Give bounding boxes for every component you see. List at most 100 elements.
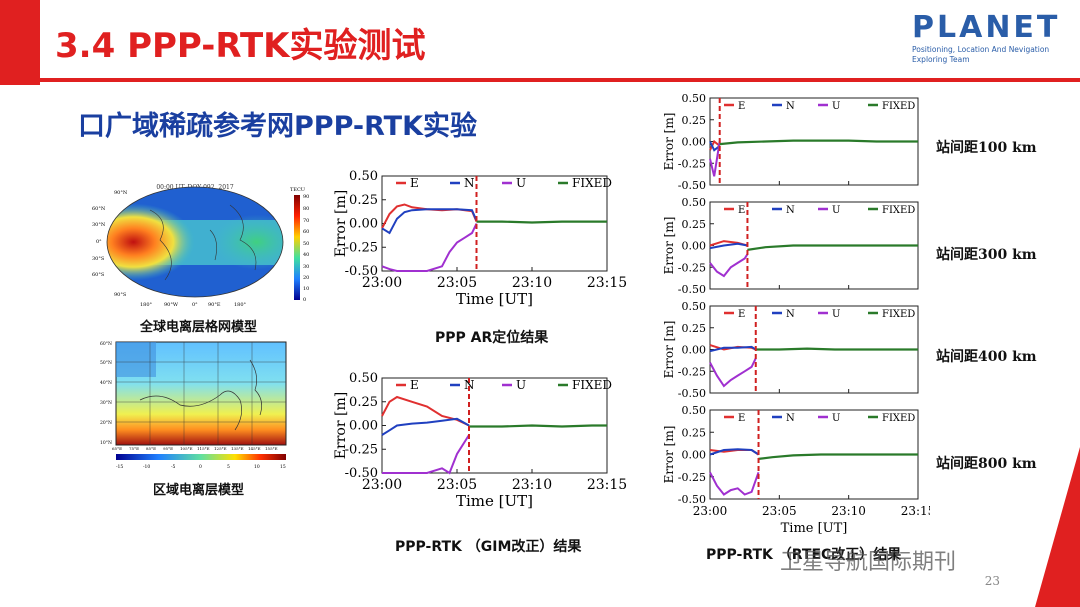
series-u-line [709, 253, 749, 278]
global-lat-label-1: 60°N [92, 206, 106, 212]
y-axis-label: Error [m] [662, 426, 676, 484]
legend-label-e: E [738, 101, 745, 112]
global-ionosphere-map: 00:00 UT, DOY 092, 2017 90°N 60°N 30°N 0… [90, 180, 320, 310]
regional-colorbar [116, 454, 286, 460]
global-lon-label-4: 180° [234, 302, 247, 308]
legend-label-fixed: FIXED [882, 101, 915, 112]
x-tick-label: 23:15 [587, 477, 627, 493]
global-lat-label-4: 30°S [92, 256, 105, 262]
x-tick-label: 23:15 [587, 275, 627, 291]
global-cbar-tick-7: 20 [303, 275, 309, 281]
global-lat-label-3: 0° [96, 239, 102, 245]
x-tick-label: 23:10 [512, 275, 552, 291]
series-n-line [381, 417, 470, 436]
regional-lat-label-5: 10°N [100, 440, 112, 446]
series-n-line [381, 208, 478, 235]
global-cbar-tick-2: 70 [303, 218, 309, 224]
regional-lat-label-3: 30°N [100, 400, 112, 406]
global-lon-label-0: 180° [140, 302, 153, 308]
y-tick-label: -0.25 [678, 261, 706, 274]
y-tick-label: 0.00 [682, 240, 707, 253]
x-axis-label: Time [UT] [456, 290, 533, 308]
global-cbar-tick-9: 0 [303, 297, 306, 303]
planet-logo: PLANET Positioning, Location And Nevigat… [912, 10, 1062, 65]
x-tick-label: 23:15 [901, 504, 930, 518]
y-tick-label: 0.00 [682, 449, 707, 462]
x-tick-label: 23:00 [693, 504, 728, 518]
series-u-line [381, 223, 478, 272]
corner-red-triangle [1035, 447, 1080, 607]
global-unit-label: TECU [290, 187, 305, 193]
y-tick-label: -0.25 [678, 471, 706, 484]
series-u-line [709, 357, 757, 388]
legend-label-u: U [832, 205, 840, 216]
legend-label-e: E [738, 413, 745, 424]
y-tick-label: -0.50 [678, 283, 706, 296]
y-tick-label: 0.25 [349, 395, 378, 410]
y-tick-label: 0.50 [682, 404, 707, 417]
slide-title: 3.4 PPP-RTK实验测试 [55, 26, 426, 66]
y-tick-label: -0.50 [678, 387, 706, 400]
series-u-line [709, 141, 721, 177]
y-tick-label: 0.25 [349, 193, 378, 208]
regional-cbar-tick-6: 15 [280, 464, 286, 470]
y-tick-label: 0.00 [349, 217, 378, 232]
regional-lon-label-9: 155°E [265, 446, 278, 451]
regional-cbar-tick-3: 0 [199, 464, 202, 470]
y-tick-label: 0.50 [682, 92, 707, 105]
x-tick-label: 23:10 [512, 477, 552, 493]
legend-label-u: U [516, 378, 526, 392]
global-colorbar [294, 195, 300, 300]
global-lon-label-2: 0° [192, 302, 198, 308]
y-axis-label: Error [m] [662, 113, 676, 171]
series-fixed-line [469, 424, 607, 428]
series-fixed-line [476, 220, 607, 224]
legend-label-n: N [786, 413, 795, 424]
legend-label-e: E [738, 309, 745, 320]
series-fixed-line [747, 244, 918, 251]
y-tick-label: -0.25 [345, 240, 378, 255]
series-n-line [709, 242, 748, 250]
global-lat-label-0: 90°N [114, 190, 128, 196]
legend-label-fixed: FIXED [882, 413, 915, 424]
legend-label-u: U [832, 413, 840, 424]
legend-label-e: E [410, 176, 419, 190]
global-cbar-tick-0: 90 [303, 194, 309, 200]
legend-label-e: E [738, 205, 745, 216]
distance-label-800km: 站间距800 km [936, 456, 1037, 472]
y-tick-label: 0.00 [349, 419, 378, 434]
y-axis-label: Error [m] [333, 190, 349, 257]
regional-map-caption: 区域电离层模型 [153, 483, 245, 498]
series-fixed-line [719, 139, 918, 146]
global-map-caption: 全球电离层格网模型 [140, 320, 258, 335]
regional-lon-label-2: 85°E [146, 446, 156, 451]
global-lon-label-3: 90°E [208, 302, 221, 308]
y-tick-label: -0.25 [678, 157, 706, 170]
section-subtitle: 口广域稀疏参考网PPP-RTK实验 [78, 111, 478, 142]
y-tick-label: 0.25 [682, 426, 707, 439]
y-tick-label: -0.50 [678, 493, 706, 506]
global-cbar-tick-1: 80 [303, 206, 309, 212]
legend-label-n: N [464, 176, 475, 190]
y-tick-label: 0.00 [682, 344, 707, 357]
global-cbar-tick-4: 50 [303, 241, 309, 247]
regional-lat-label-4: 20°N [100, 420, 112, 426]
caption-ppp-ar: PPP AR定位结果 [435, 330, 549, 346]
regional-cbar-tick-5: 10 [254, 464, 260, 470]
x-axis-label: Time [UT] [456, 492, 533, 510]
distance-label-400km: 站间距400 km [936, 349, 1037, 365]
global-lat-label-5: 60°S [92, 272, 105, 278]
x-tick-label: 23:05 [437, 477, 477, 493]
caption-ppp-rtk-rtec: PPP-RTK （RTEC改正）结果 [706, 547, 902, 563]
legend-label-n: N [786, 205, 795, 216]
y-tick-label: 0.25 [682, 322, 707, 335]
series-u-line [709, 471, 760, 496]
header-red-bar [0, 0, 40, 85]
logo-line2: Exploring Team [912, 55, 970, 64]
y-tick-label: -0.50 [345, 466, 378, 481]
y-tick-label: -0.50 [678, 179, 706, 192]
